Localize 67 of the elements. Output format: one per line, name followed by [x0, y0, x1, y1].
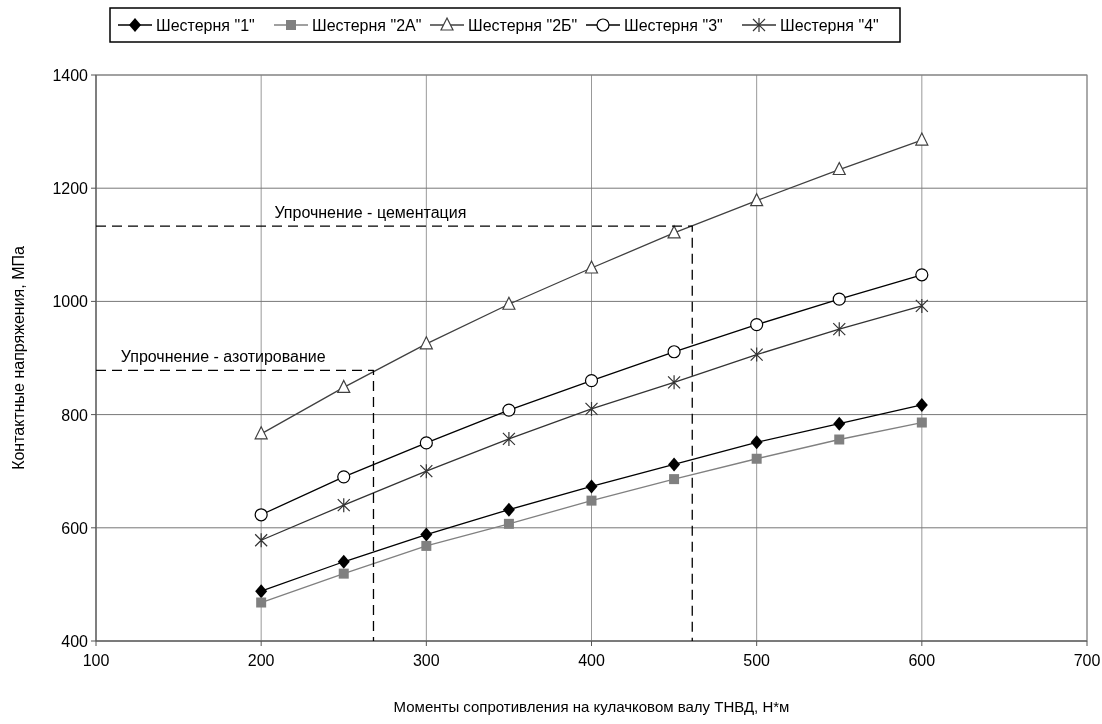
point — [915, 132, 929, 146]
point — [915, 397, 928, 412]
point — [833, 416, 846, 431]
point — [916, 417, 927, 428]
point — [421, 540, 432, 551]
x-tick-label: 500 — [743, 652, 771, 669]
point — [750, 347, 764, 363]
x-tick-label: 400 — [578, 652, 605, 669]
point — [337, 554, 350, 569]
point — [502, 502, 515, 517]
point — [669, 474, 680, 485]
point — [420, 527, 433, 542]
point — [254, 508, 268, 522]
y-tick-label: 800 — [61, 406, 89, 424]
y-tick-label: 400 — [61, 633, 89, 650]
annotation: Упрочнение - азотирование — [120, 348, 326, 366]
point — [667, 225, 681, 239]
point — [337, 497, 351, 513]
point — [419, 463, 433, 479]
point — [585, 479, 598, 494]
point — [750, 193, 764, 207]
point — [668, 457, 681, 472]
point — [254, 532, 268, 548]
x-tick-label: 300 — [412, 652, 440, 669]
point — [832, 292, 846, 306]
annotation: Упрочнение - цементация — [274, 204, 467, 222]
point — [337, 470, 351, 484]
y-tick-label: 1000 — [52, 293, 89, 311]
point — [419, 436, 433, 450]
x-tick-label: 700 — [1073, 652, 1101, 669]
point — [419, 336, 433, 350]
x-tick-label: 200 — [247, 652, 275, 669]
point — [256, 597, 267, 608]
legend-label: Шестерня "4" — [780, 17, 879, 34]
y-tick-label: 1200 — [52, 180, 89, 198]
point — [584, 260, 599, 274]
legend-label: Шестерня "2Б" — [468, 17, 578, 34]
point — [502, 403, 516, 417]
point — [750, 318, 764, 332]
point — [586, 495, 597, 506]
x-tick-label: 100 — [82, 652, 110, 669]
x-tick-label: 600 — [908, 652, 936, 669]
point — [667, 374, 681, 390]
legend-label: Шестерня "1" — [156, 17, 255, 34]
point — [502, 431, 516, 447]
y-tick-label: 1400 — [52, 67, 89, 84]
point — [255, 584, 268, 599]
point — [502, 296, 516, 310]
point — [337, 379, 351, 394]
legend-label: Шестерня "3" — [624, 17, 723, 34]
point — [915, 268, 929, 282]
x-axis-title: Моменты сопротивления на кулачковом валу ТНВД, Н*м — [393, 698, 790, 715]
point — [915, 298, 929, 314]
y-axis-title: Контактные напряжения, МПа — [10, 246, 27, 470]
point — [667, 345, 681, 359]
point — [834, 434, 845, 445]
point — [254, 426, 268, 440]
point — [832, 161, 846, 176]
y-tick-label: 600 — [61, 519, 89, 537]
point — [832, 321, 846, 337]
point — [751, 453, 762, 464]
point — [584, 401, 599, 417]
legend-label: Шестерня "2А" — [312, 17, 422, 34]
point — [503, 518, 514, 529]
point — [750, 435, 763, 450]
point — [584, 374, 599, 388]
point — [338, 568, 349, 579]
